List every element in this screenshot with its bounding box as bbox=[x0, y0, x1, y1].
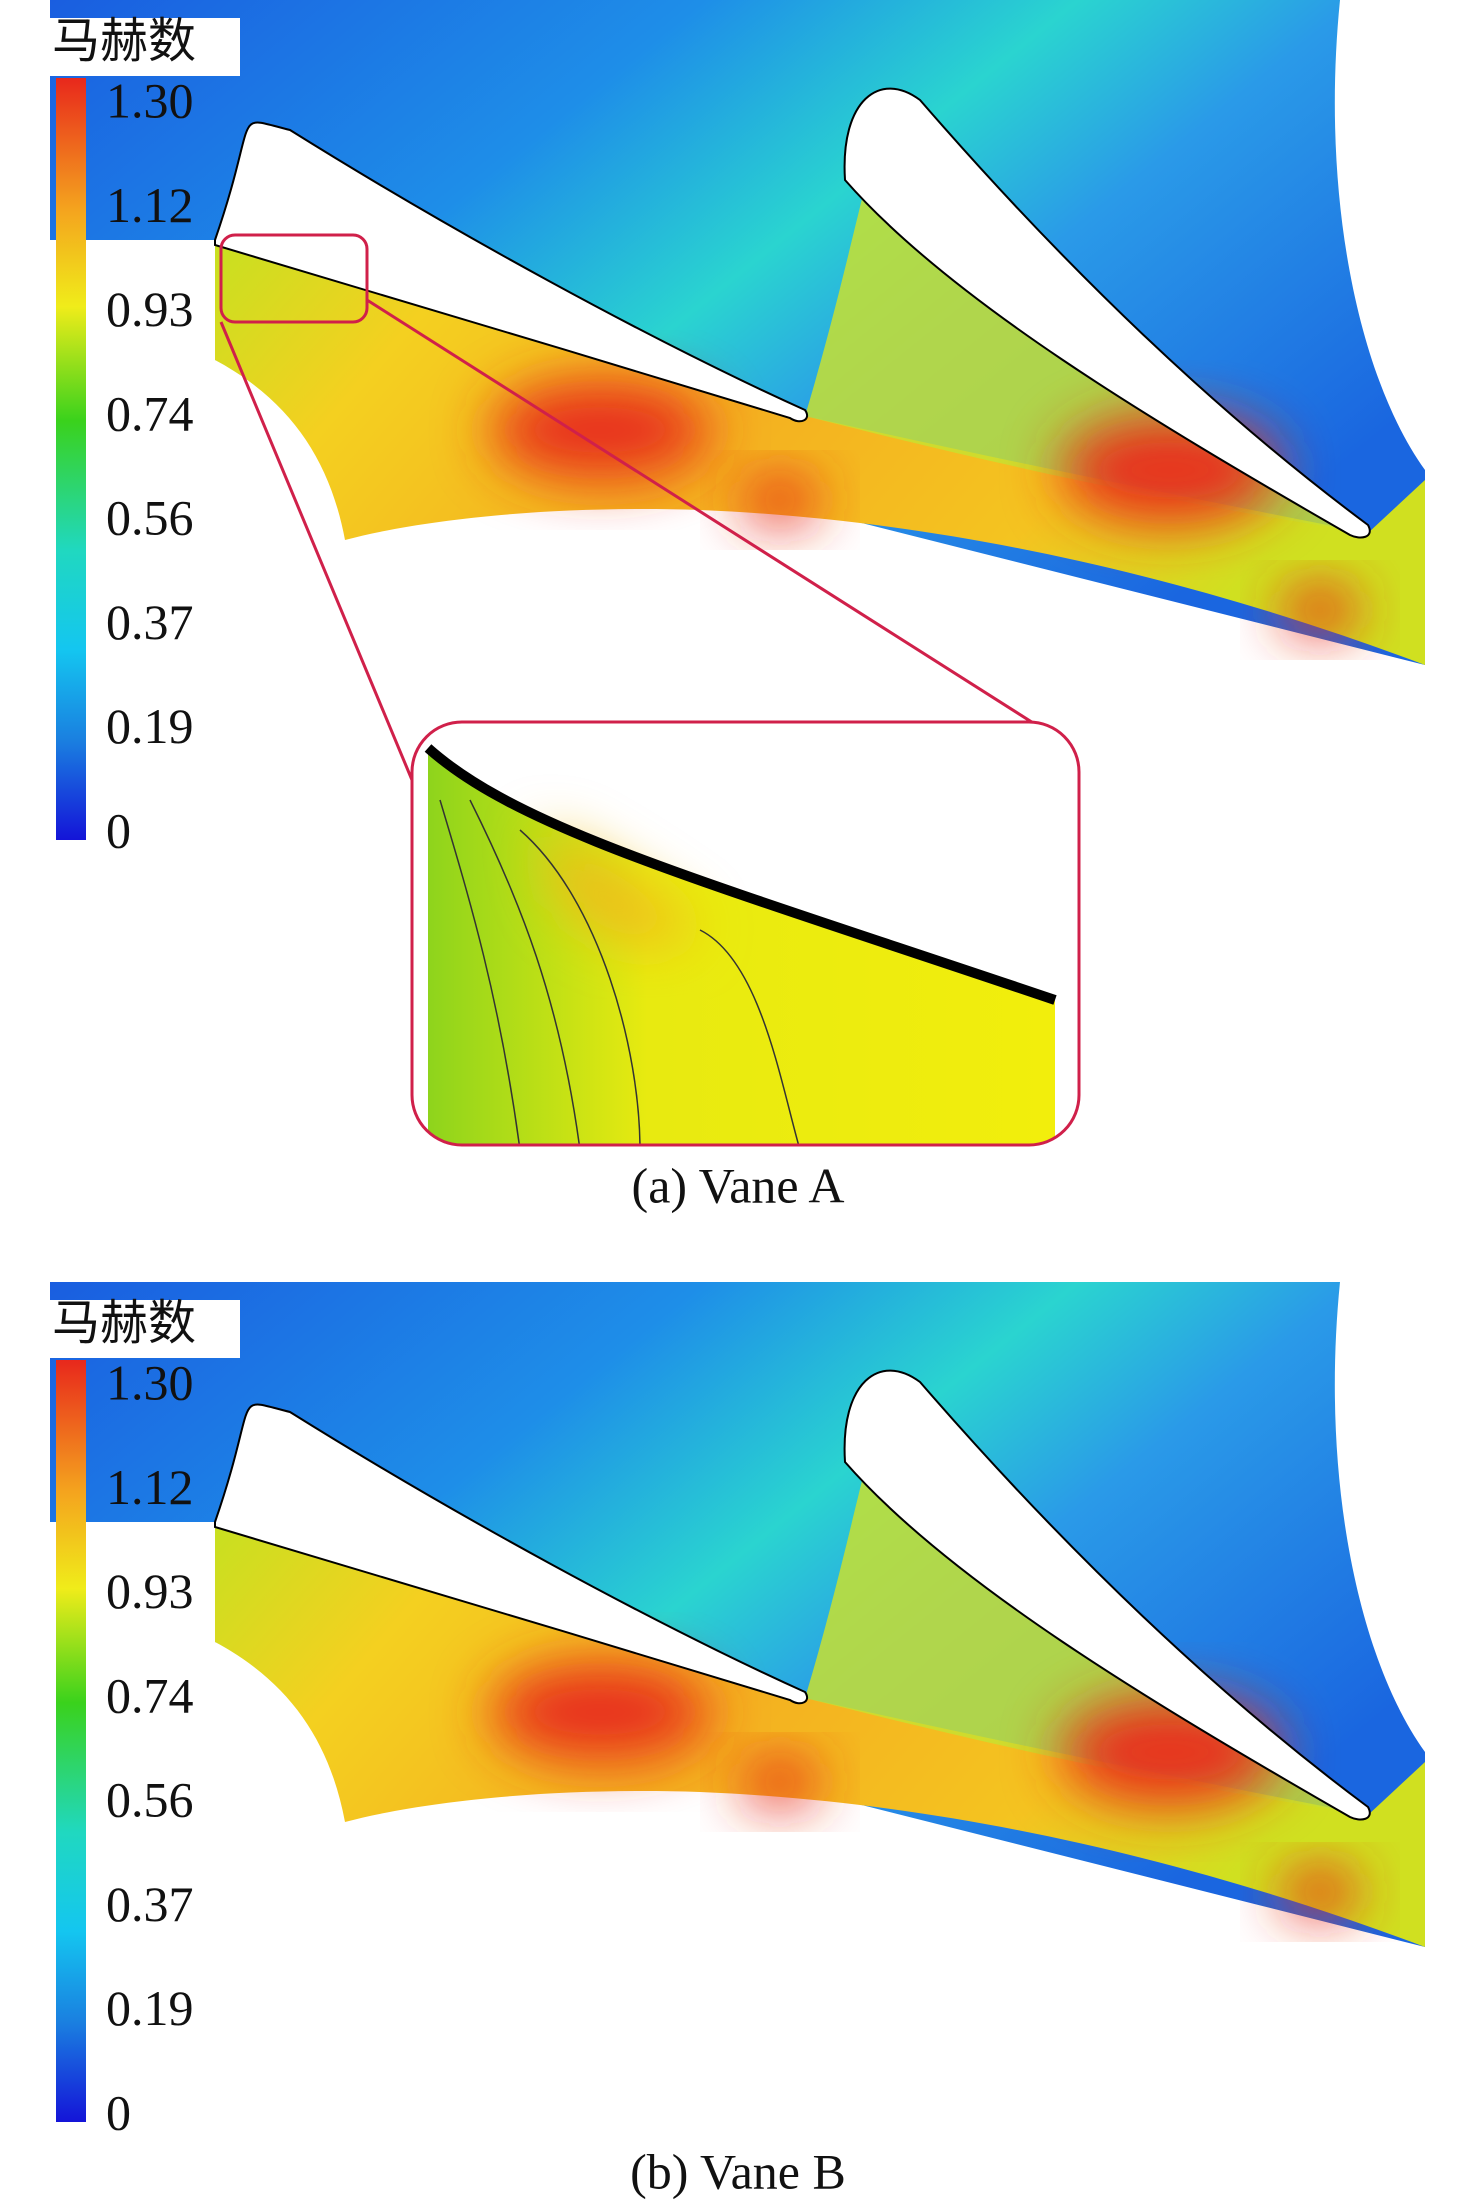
zoom-frame bbox=[410, 720, 1081, 1147]
colorbar-label: 1.30 bbox=[106, 1354, 194, 1410]
zoom-connector bbox=[219, 321, 414, 781]
colorbar-label: 1.12 bbox=[106, 177, 194, 233]
colorbar-label: 0.56 bbox=[106, 490, 194, 546]
zoom-contour bbox=[439, 799, 801, 1145]
blade bbox=[214, 1403, 809, 1705]
legend-title: 马赫数 bbox=[52, 1297, 196, 1350]
legend-title: 马赫数 bbox=[52, 15, 196, 68]
colorbar bbox=[56, 1360, 86, 2122]
caption: (a) Vane A bbox=[632, 1157, 845, 1213]
legend-title-bg bbox=[50, 18, 240, 76]
zoom-wall bbox=[424, 744, 1057, 1005]
passage-field bbox=[215, 1527, 1425, 1947]
hot-spot bbox=[1280, 585, 1360, 635]
zoom-inset bbox=[219, 233, 1081, 1147]
blade bbox=[214, 121, 809, 423]
colorbar-label: 0 bbox=[106, 2084, 131, 2140]
blade bbox=[843, 1369, 1371, 1821]
hot-spot bbox=[740, 1757, 820, 1807]
hot-spot bbox=[490, 380, 710, 480]
hot-spot bbox=[1280, 1867, 1360, 1917]
colorbar-label: 0.93 bbox=[106, 1563, 194, 1619]
colorbar-label: 0.37 bbox=[106, 1876, 194, 1932]
hot-spot bbox=[490, 1662, 710, 1762]
hot-spot bbox=[740, 475, 820, 525]
blade bbox=[843, 87, 1371, 539]
zoom-source bbox=[219, 233, 369, 324]
colorbar-label: 0.37 bbox=[106, 594, 194, 650]
zoom-connector bbox=[366, 298, 1061, 742]
legend-title-bg bbox=[50, 1300, 240, 1358]
colorbar-label: 0.74 bbox=[106, 1667, 194, 1723]
colorbar-label: 0 bbox=[106, 802, 131, 858]
colorbar-label: 0.93 bbox=[106, 281, 194, 337]
colorbar bbox=[56, 78, 86, 840]
colorbar-label: 0.19 bbox=[106, 698, 194, 754]
zoom-hot bbox=[540, 830, 700, 943]
zoom-field bbox=[428, 748, 1055, 1145]
colorbar-label: 0.74 bbox=[106, 385, 194, 441]
colorbar-label: 1.30 bbox=[106, 72, 194, 128]
colorbar-label: 1.12 bbox=[106, 1459, 194, 1515]
caption: (b) Vane B bbox=[630, 2143, 846, 2199]
passage-field bbox=[215, 245, 1425, 665]
colorbar-label: 0.19 bbox=[106, 1980, 194, 2036]
colorbar-label: 0.56 bbox=[106, 1772, 194, 1828]
